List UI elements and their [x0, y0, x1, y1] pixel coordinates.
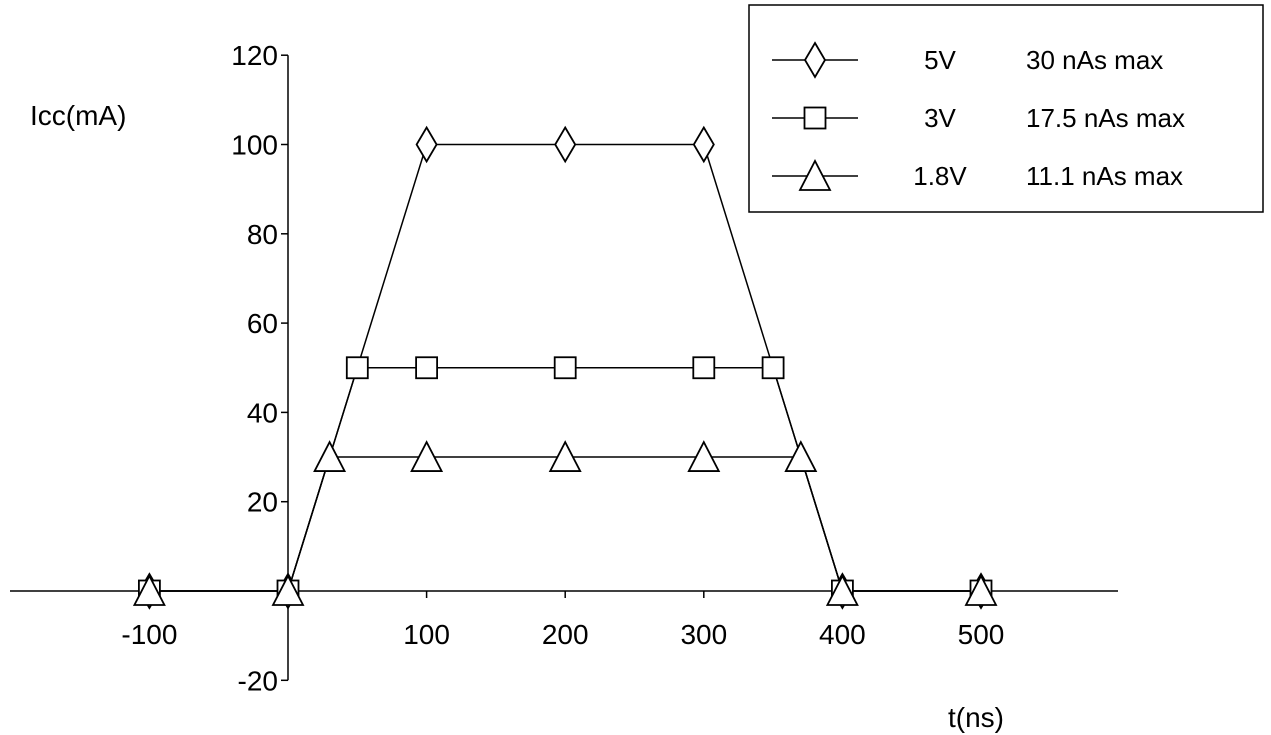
data-point-triangle: [825, 574, 859, 606]
legend-series-name: 5V: [924, 45, 956, 75]
data-point-square: [553, 356, 577, 380]
x-tick-label: 100: [403, 619, 450, 650]
y-tick-label: 60: [247, 308, 278, 339]
data-point-triangle: [313, 440, 347, 472]
markers-square: [137, 356, 993, 603]
data-point-triangle: [271, 574, 305, 606]
x-tick-label: 500: [958, 619, 1005, 650]
y-tick-label: 40: [247, 397, 278, 428]
data-point-diamond: [415, 125, 438, 164]
data-point-triangle: [784, 440, 818, 472]
data-point-square: [345, 356, 369, 380]
legend-series-note: 11.1 nAs max: [1026, 161, 1183, 191]
x-tick-label: 300: [680, 619, 727, 650]
legend: 5V 30 nAs max 3V 17.5 nAs max 1.8V 11.1 nAs m…: [748, 4, 1264, 213]
y-tick-label: -20: [238, 665, 278, 696]
legend-series-name: 3V: [924, 103, 956, 133]
legend-series-note: 17.5 nAs max: [1026, 103, 1185, 133]
legend-marker-triangle: [798, 159, 832, 191]
x-tick-label: 200: [542, 619, 589, 650]
markers-triangle: [132, 440, 998, 606]
y-tick-label: 100: [231, 130, 278, 161]
series-line: [149, 456, 981, 592]
axes: -20 20 40 60 80 100 120 -100 100 200 300 400 500: [10, 40, 1118, 696]
legend-marker-diamond: [803, 41, 827, 79]
x-tick-label: -100: [121, 619, 177, 650]
legend-marker-square: [803, 106, 827, 130]
data-point-triangle: [548, 440, 582, 472]
y-tick-label: 120: [231, 40, 278, 71]
legend-series-note: 30 nAs max: [1026, 45, 1163, 75]
data-point-triangle: [410, 440, 444, 472]
data-point-square: [692, 356, 716, 380]
x-tick-label: 400: [819, 619, 866, 650]
legend-box: [748, 4, 1264, 213]
data-point-square: [415, 356, 439, 380]
data-point-triangle: [687, 440, 721, 472]
data-point-diamond: [554, 125, 577, 164]
series-layer: [132, 125, 998, 610]
legend-entry: 3V 17.5 nAs max: [772, 103, 1185, 133]
y-tick-label: 20: [247, 487, 278, 518]
x-axis-label: t(ns): [948, 702, 1004, 733]
series-triangle: [149, 456, 981, 592]
legend-series-name: 1.8V: [913, 161, 967, 191]
y-axis-label: Icc(mA): [30, 100, 126, 131]
data-point-triangle: [132, 574, 166, 606]
data-point-square: [761, 356, 785, 380]
data-point-diamond: [692, 125, 715, 164]
y-tick-label: 80: [247, 219, 278, 250]
data-point-triangle: [964, 574, 998, 606]
legend-entry: 5V 30 nAs max: [772, 41, 1163, 79]
legend-entry: 1.8V 11.1 nAs max: [772, 159, 1183, 191]
